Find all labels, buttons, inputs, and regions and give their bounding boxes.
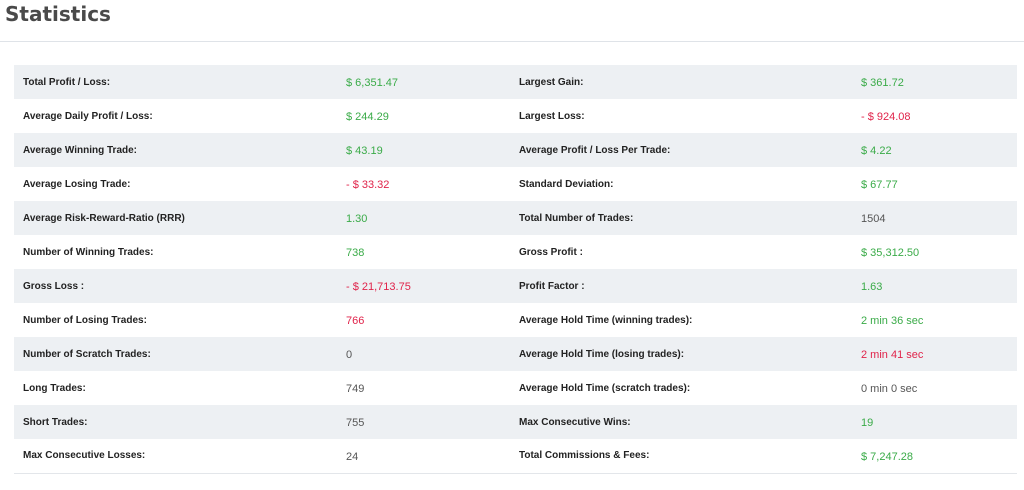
- stat-label: Number of Losing Trades:: [23, 314, 147, 326]
- stat-label: Average Winning Trade:: [23, 144, 138, 156]
- page-title: Statistics: [5, 2, 111, 26]
- stat-label: Total Number of Trades:: [519, 212, 634, 224]
- stat-value: - $ 21,713.75: [346, 281, 411, 293]
- stat-row: Max Consecutive Losses: 24 Total Commissio…: [14, 439, 1017, 473]
- stat-value: 0: [346, 349, 353, 361]
- stat-value: 755: [346, 417, 365, 429]
- stat-value: 738: [346, 247, 365, 259]
- stat-value: $ 361.72: [861, 77, 904, 89]
- stat-label: Total Profit / Loss:: [23, 76, 111, 88]
- stat-value: 749: [346, 383, 365, 395]
- stat-row: Average Daily Profit / Loss: $ 244.29 Larg…: [14, 99, 1017, 133]
- stat-label: Standard Deviation:: [519, 178, 614, 190]
- stat-row: Total Profit / Loss: $ 6,351.47 Largest Ga…: [14, 65, 1017, 99]
- stat-value: - $ 33.32: [346, 179, 390, 191]
- stat-label: Average Losing Trade:: [23, 178, 131, 190]
- stat-label: Gross Loss :: [23, 280, 85, 292]
- stat-value: 19: [861, 417, 874, 429]
- stat-row: Number of Losing Trades: 766 Average Hold …: [14, 303, 1017, 337]
- stat-value: $ 7,247.28: [861, 450, 913, 463]
- stat-label: Average Daily Profit / Loss:: [23, 110, 153, 122]
- stat-row: Average Losing Trade: - $ 33.32 Standard D…: [14, 167, 1017, 201]
- stat-row: Number of Winning Trades: 738 Gross Profit…: [14, 235, 1017, 269]
- stat-label: Number of Winning Trades:: [23, 246, 154, 258]
- stat-label: Gross Profit :: [519, 246, 583, 258]
- statistics-table: Total Profit / Loss: $ 6,351.47 Largest Ga…: [14, 65, 1017, 474]
- stat-label: Total Commissions & Fees:: [519, 450, 650, 462]
- stat-value: $ 35,312.50: [861, 247, 920, 259]
- stat-row: Average Winning Trade: $ 43.19 Average Pro…: [14, 133, 1017, 167]
- stat-row: Average Risk-Reward-Ratio (RRR) 1.30 Total…: [14, 201, 1017, 235]
- stat-label: Profit Factor :: [519, 280, 585, 292]
- stat-label: Largest Loss:: [519, 110, 585, 122]
- stat-row: Number of Scratch Trades: 0 Average Hold T…: [14, 337, 1017, 371]
- page-header: Statistics: [0, 0, 1024, 42]
- stat-label: Average Hold Time (winning trades):: [519, 314, 693, 326]
- stat-value: $ 67.77: [861, 179, 898, 191]
- stat-value: $ 244.29: [346, 111, 389, 123]
- stat-row: Gross Loss : - $ 21,713.75 Profit Factor :…: [14, 269, 1017, 303]
- stat-value: 2 min 36 sec: [861, 315, 924, 327]
- stat-value: - $ 924.08: [861, 111, 911, 123]
- stat-label: Average Hold Time (losing trades):: [519, 348, 685, 360]
- statistics-table-body: Total Profit / Loss: $ 6,351.47 Largest Ga…: [14, 65, 1017, 473]
- stat-label: Average Hold Time (scratch trades):: [519, 382, 691, 394]
- stat-value: 2 min 41 sec: [861, 349, 924, 361]
- stat-label: Largest Gain:: [519, 76, 584, 88]
- stat-label: Short Trades:: [23, 416, 88, 428]
- stat-label: Long Trades:: [23, 382, 86, 394]
- stat-value: 0 min 0 sec: [861, 383, 918, 395]
- stat-value: 766: [346, 315, 365, 327]
- stat-row: Short Trades: 755 Max Consecutive Wins: 19: [14, 405, 1017, 439]
- stat-label: Average Risk-Reward-Ratio (RRR): [23, 212, 185, 224]
- stat-value: 24: [346, 450, 359, 463]
- stat-value: 1504: [861, 213, 886, 225]
- stat-label: Max Consecutive Wins:: [519, 416, 631, 428]
- stat-value: $ 4.22: [861, 145, 892, 157]
- stat-value: $ 6,351.47: [346, 77, 398, 89]
- stat-label: Number of Scratch Trades:: [23, 348, 151, 360]
- stat-label: Max Consecutive Losses:: [23, 450, 146, 462]
- stat-row: Long Trades: 749 Average Hold Time (scratc…: [14, 371, 1017, 405]
- stat-value: 1.63: [861, 281, 883, 293]
- stat-value: 1.30: [346, 213, 368, 225]
- stat-value: $ 43.19: [346, 145, 383, 157]
- stat-label: Average Profit / Loss Per Trade:: [519, 144, 671, 156]
